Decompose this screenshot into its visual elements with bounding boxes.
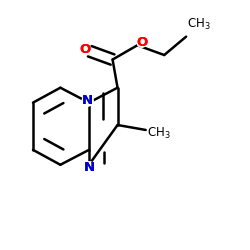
Circle shape [137, 37, 147, 47]
Text: N: N [84, 161, 95, 174]
Text: CH$_3$: CH$_3$ [187, 16, 211, 32]
Text: O: O [80, 44, 91, 57]
Circle shape [82, 95, 93, 106]
Text: N: N [84, 161, 95, 174]
Text: O: O [136, 36, 147, 49]
Text: O: O [136, 36, 147, 49]
Text: N: N [82, 94, 93, 107]
Text: O: O [80, 44, 91, 57]
Text: N: N [82, 94, 93, 107]
Circle shape [80, 45, 90, 55]
Text: CH$_3$: CH$_3$ [147, 126, 171, 141]
Circle shape [84, 162, 95, 173]
